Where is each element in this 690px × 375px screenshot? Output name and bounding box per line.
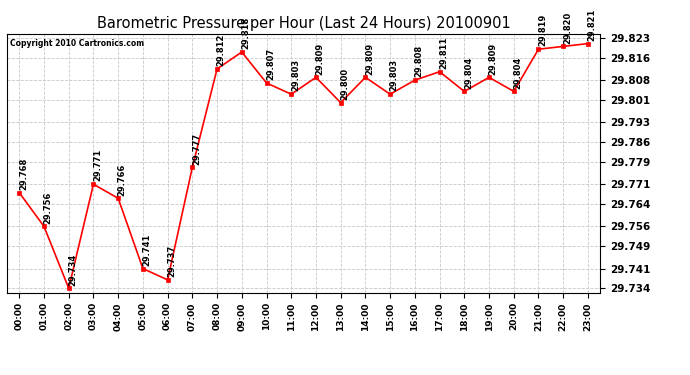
Text: 29.741: 29.741: [143, 234, 152, 266]
Text: 29.809: 29.809: [489, 42, 497, 75]
Text: 29.818: 29.818: [241, 17, 250, 49]
Text: 29.811: 29.811: [440, 37, 449, 69]
Text: 29.800: 29.800: [340, 68, 349, 100]
Text: 29.766: 29.766: [118, 163, 127, 195]
Text: 29.777: 29.777: [192, 132, 201, 165]
Text: 29.737: 29.737: [167, 245, 176, 277]
Text: 29.804: 29.804: [513, 56, 522, 88]
Text: 29.821: 29.821: [588, 9, 597, 41]
Text: 29.771: 29.771: [93, 149, 102, 182]
Text: 29.734: 29.734: [68, 253, 77, 285]
Text: 29.803: 29.803: [390, 59, 399, 92]
Text: 29.809: 29.809: [315, 42, 324, 75]
Text: 29.807: 29.807: [266, 48, 275, 80]
Text: 29.809: 29.809: [365, 42, 374, 75]
Text: 29.820: 29.820: [563, 11, 572, 44]
Text: 29.819: 29.819: [538, 14, 547, 46]
Text: 29.756: 29.756: [43, 191, 52, 224]
Text: 29.768: 29.768: [19, 158, 28, 190]
Text: 29.804: 29.804: [464, 56, 473, 88]
Text: 29.812: 29.812: [217, 34, 226, 66]
Text: 29.803: 29.803: [291, 59, 300, 92]
Text: Copyright 2010 Cartronics.com: Copyright 2010 Cartronics.com: [10, 39, 144, 48]
Text: 29.808: 29.808: [415, 45, 424, 77]
Title: Barometric Pressure per Hour (Last 24 Hours) 20100901: Barometric Pressure per Hour (Last 24 Ho…: [97, 16, 511, 31]
